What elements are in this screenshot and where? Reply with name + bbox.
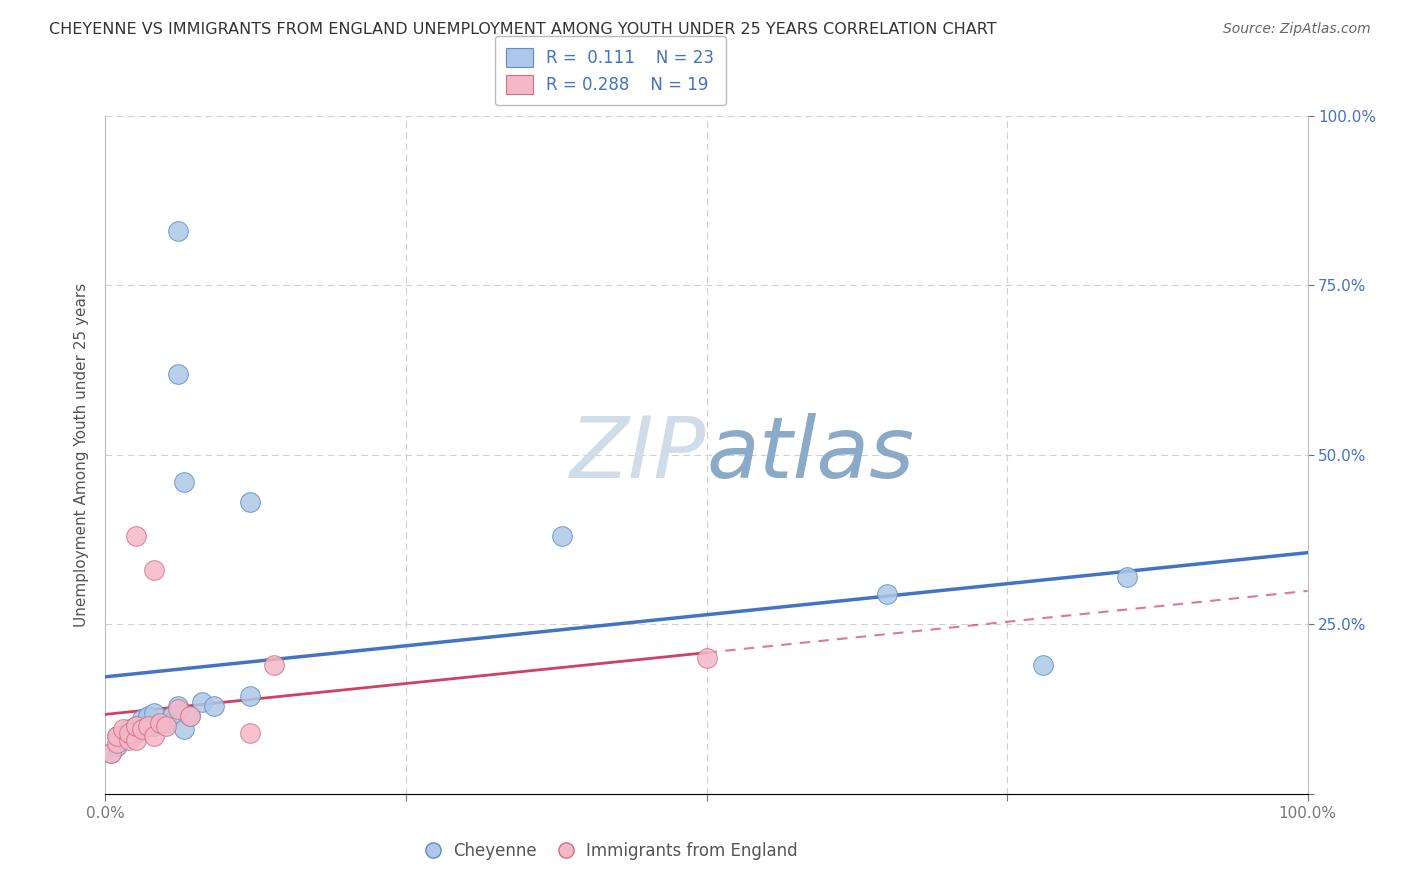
Point bbox=[112, 729, 135, 743]
Point bbox=[142, 719, 165, 733]
Point bbox=[100, 746, 122, 760]
Point bbox=[136, 719, 159, 733]
Point bbox=[148, 715, 170, 730]
Point bbox=[107, 729, 129, 743]
Point bbox=[124, 529, 146, 543]
Point bbox=[173, 475, 195, 489]
Text: Source: ZipAtlas.com: Source: ZipAtlas.com bbox=[1223, 22, 1371, 37]
Point bbox=[239, 495, 262, 509]
Point bbox=[107, 729, 129, 743]
Text: CHEYENNE VS IMMIGRANTS FROM ENGLAND UNEMPLOYMENT AMONG YOUTH UNDER 25 YEARS CORR: CHEYENNE VS IMMIGRANTS FROM ENGLAND UNEM… bbox=[49, 22, 997, 37]
Point bbox=[118, 732, 141, 747]
Point bbox=[202, 698, 225, 713]
Text: atlas: atlas bbox=[707, 413, 914, 497]
Point bbox=[124, 719, 146, 733]
Point bbox=[118, 726, 141, 740]
Point bbox=[118, 723, 141, 737]
Point bbox=[166, 224, 188, 238]
Point bbox=[1032, 658, 1054, 673]
Text: ZIP: ZIP bbox=[571, 413, 707, 497]
Point bbox=[142, 563, 165, 577]
Point bbox=[107, 736, 129, 750]
Point bbox=[136, 709, 159, 723]
Point bbox=[155, 719, 177, 733]
Point bbox=[190, 695, 212, 709]
Point bbox=[155, 715, 177, 730]
Point bbox=[166, 698, 188, 713]
Point bbox=[100, 746, 122, 760]
Point bbox=[131, 712, 153, 726]
Point bbox=[124, 719, 146, 733]
Point bbox=[179, 709, 201, 723]
Point bbox=[696, 651, 718, 665]
Point bbox=[112, 723, 135, 737]
Point bbox=[239, 726, 262, 740]
Point bbox=[263, 658, 285, 673]
Point bbox=[142, 706, 165, 720]
Point bbox=[1116, 570, 1139, 584]
Point bbox=[142, 729, 165, 743]
Point bbox=[173, 723, 195, 737]
Point bbox=[179, 709, 201, 723]
Y-axis label: Unemployment Among Youth under 25 years: Unemployment Among Youth under 25 years bbox=[75, 283, 90, 627]
Point bbox=[239, 689, 262, 703]
Point bbox=[166, 702, 188, 716]
Point bbox=[551, 529, 574, 543]
Point bbox=[160, 709, 183, 723]
Point bbox=[124, 726, 146, 740]
Point bbox=[876, 587, 898, 601]
Point bbox=[124, 732, 146, 747]
Point bbox=[166, 367, 188, 381]
Point bbox=[107, 739, 129, 754]
Point bbox=[118, 726, 141, 740]
Point bbox=[131, 719, 153, 733]
Point bbox=[131, 723, 153, 737]
Legend: Cheyenne, Immigrants from England: Cheyenne, Immigrants from England bbox=[416, 836, 804, 867]
